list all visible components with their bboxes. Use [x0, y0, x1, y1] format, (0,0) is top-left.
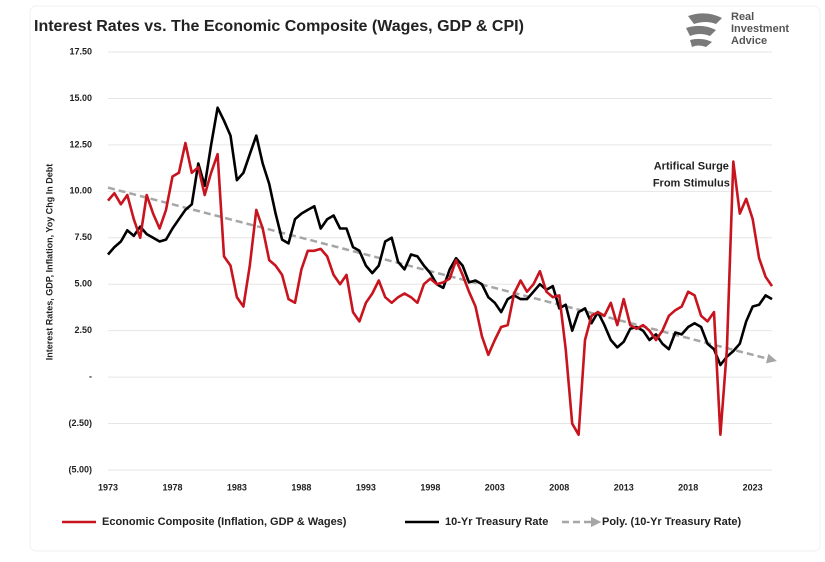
- x-tick-label: 2008: [549, 482, 569, 492]
- x-tick-label: 1983: [227, 482, 247, 492]
- y-tick-label: -: [89, 371, 92, 381]
- chart-title: Interest Rates vs. The Economic Composit…: [34, 18, 524, 35]
- y-tick-label: 15.00: [69, 93, 92, 103]
- y-tick-label: 5.00: [74, 279, 92, 289]
- logo-text: Investment: [731, 23, 789, 35]
- annotation: Artifical Surge: [654, 161, 729, 173]
- series-line: [107, 141, 774, 436]
- x-tick-label: 2023: [743, 482, 763, 492]
- y-tick-label: 2.50: [74, 325, 92, 335]
- y-tick-label: 7.50: [74, 232, 92, 242]
- series-line: [107, 186, 777, 364]
- y-axis-label: Interest Rates, GDP, Inflation, Yoy Chg …: [44, 164, 54, 361]
- x-tick-label: 2018: [678, 482, 698, 492]
- series-line: [107, 106, 773, 367]
- logo-mark: [686, 13, 722, 47]
- x-tick-label: 1988: [291, 482, 311, 492]
- x-tick-label: 1998: [420, 482, 440, 492]
- logo: Real Investment Advice: [686, 11, 789, 47]
- y-tick-label: 17.50: [69, 46, 92, 56]
- legend-label: 10-Yr Treasury Rate: [445, 516, 548, 528]
- x-tick-label: 2003: [485, 482, 505, 492]
- legend-label: Poly. (10-Yr Treasury Rate): [602, 516, 742, 528]
- x-tick-label: 1973: [98, 482, 118, 492]
- y-tick-label: 10.00: [69, 186, 92, 196]
- y-tick-label: (5.00): [68, 464, 92, 474]
- y-tick-label: (2.50): [68, 418, 92, 428]
- x-tick-label: 2013: [614, 482, 634, 492]
- x-tick-label: 1993: [356, 482, 376, 492]
- y-tick-label: 12.50: [69, 139, 92, 149]
- logo-text: Advice: [731, 35, 767, 47]
- legend-label: Economic Composite (Inflation, GDP & Wag…: [102, 516, 347, 528]
- logo-text: Real: [731, 11, 754, 23]
- annotation: From Stimulus: [653, 178, 730, 190]
- frame: [29, 5, 821, 552]
- x-tick-label: 1978: [162, 482, 182, 492]
